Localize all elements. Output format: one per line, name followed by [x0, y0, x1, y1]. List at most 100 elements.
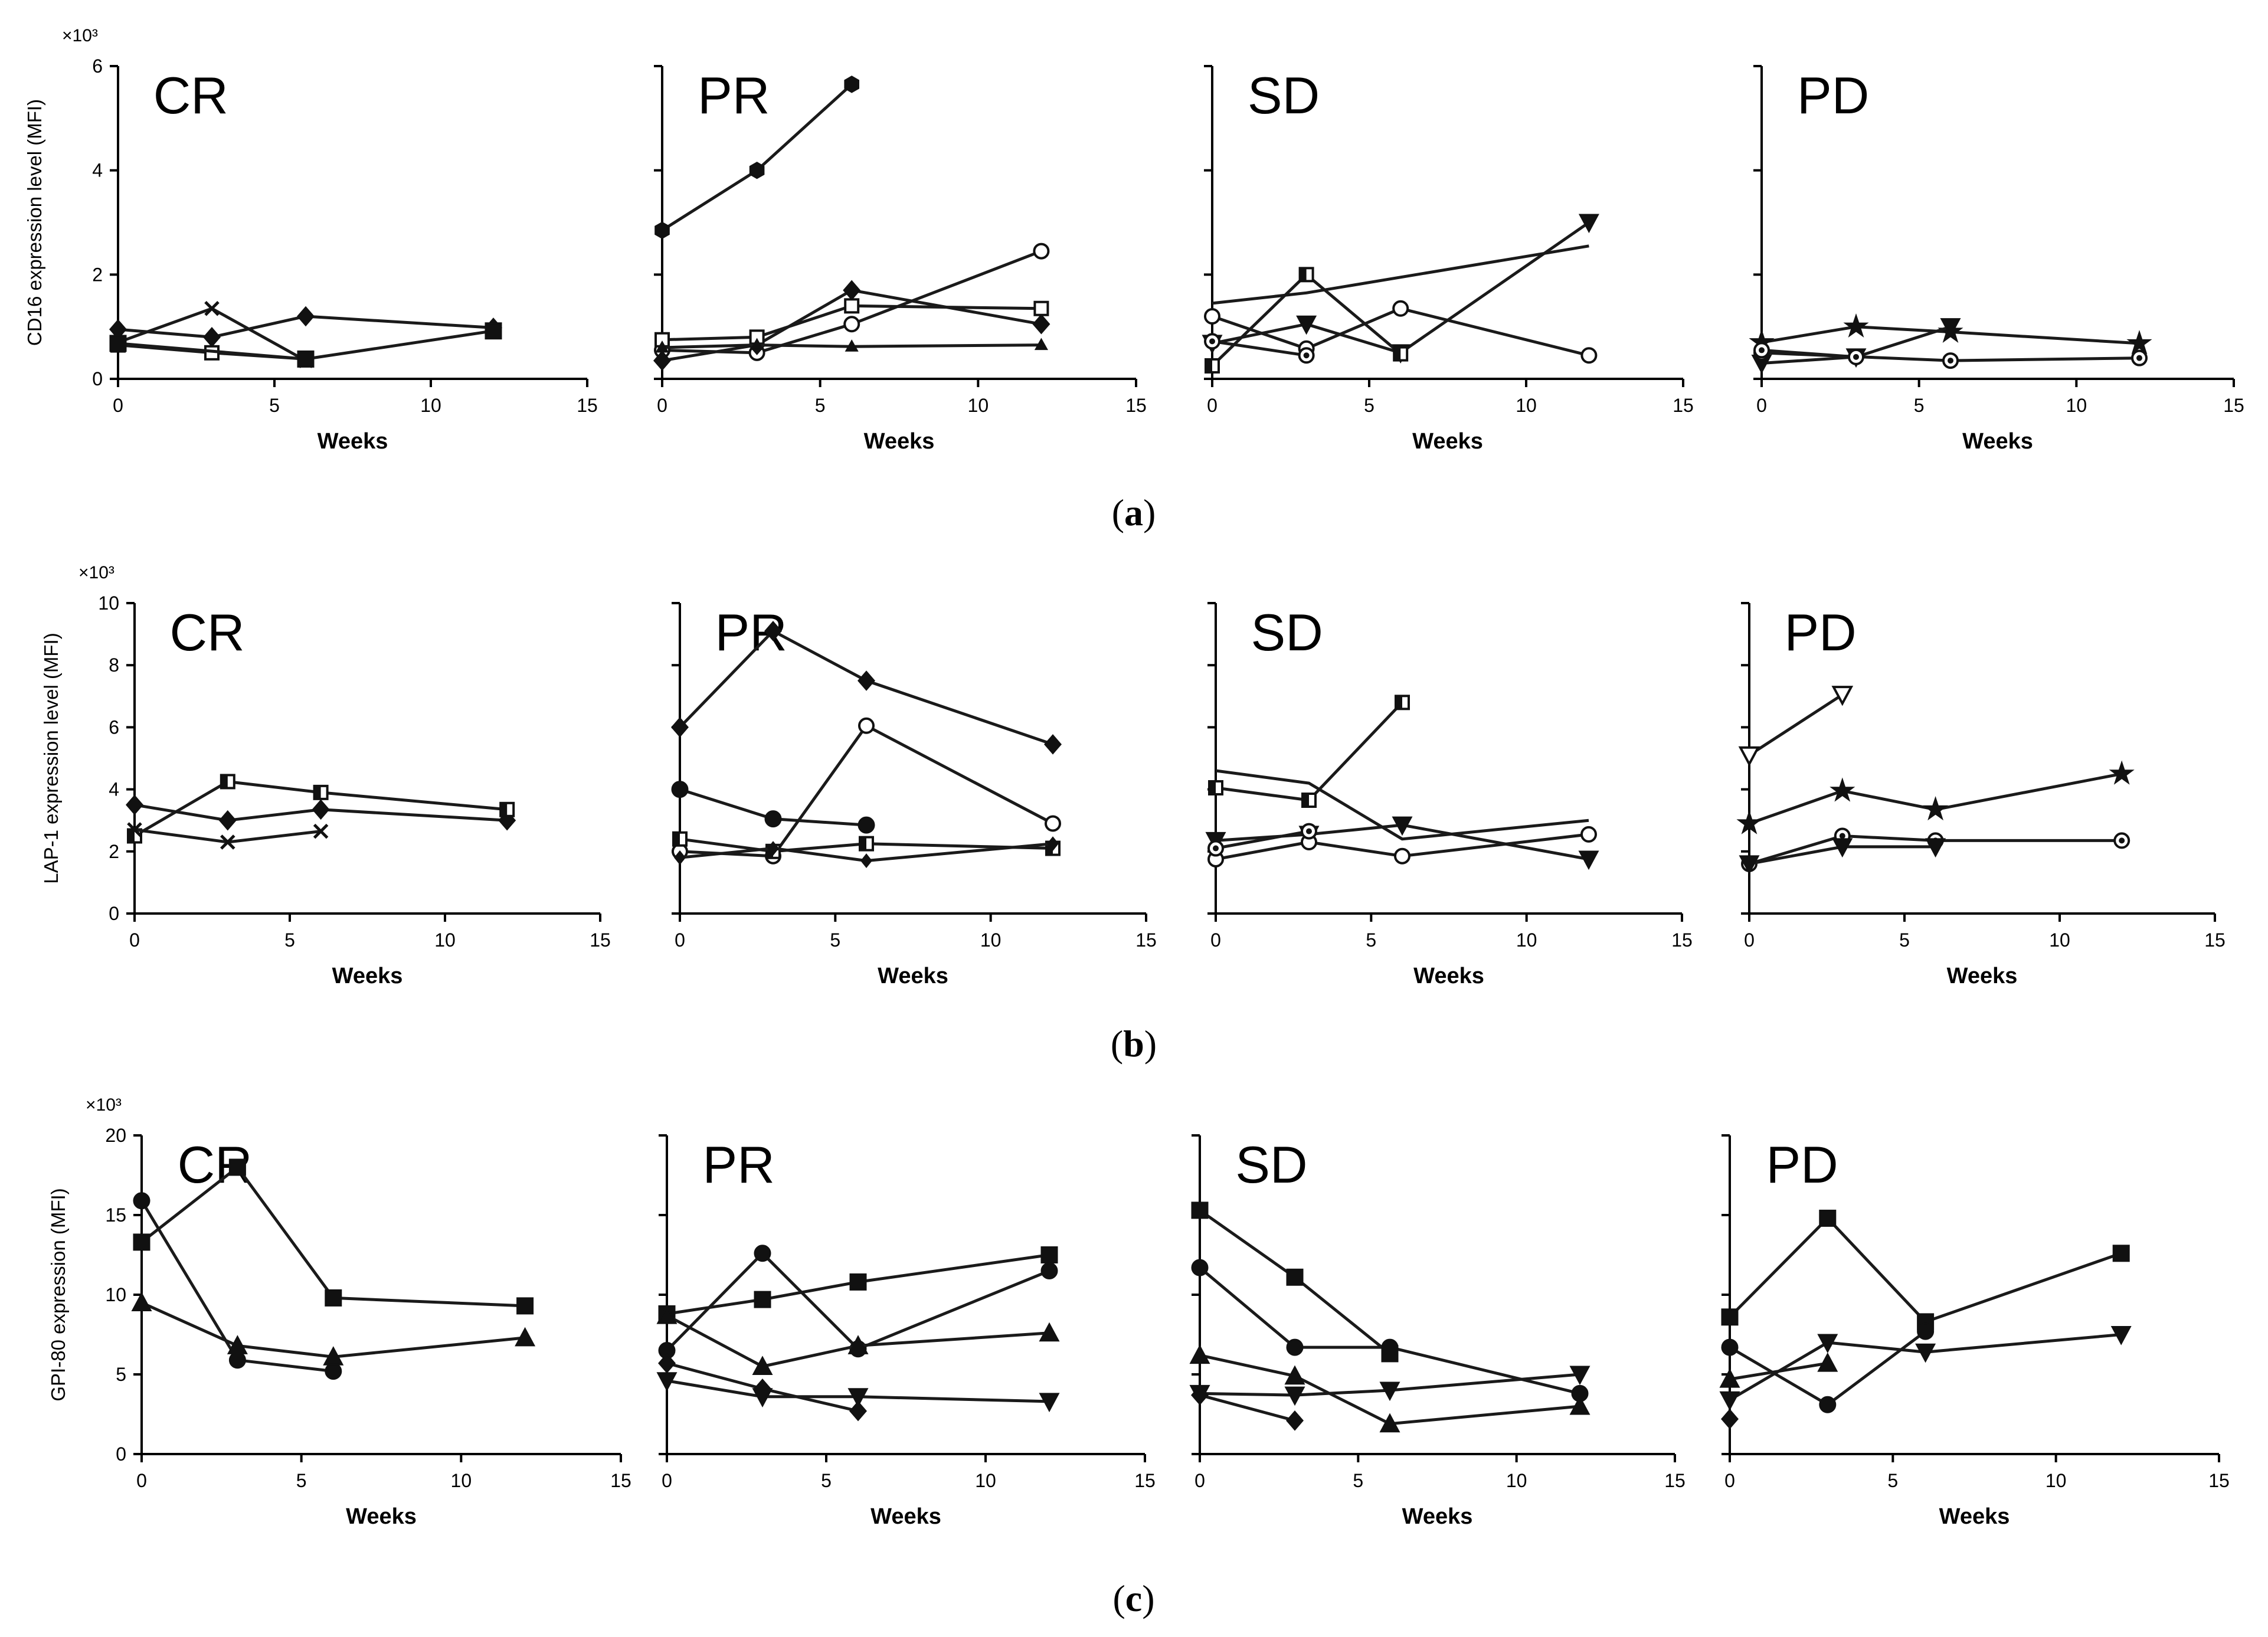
series-2 — [1736, 760, 2135, 834]
series-2 — [133, 1192, 342, 1380]
series-line — [1199, 1266, 1580, 1395]
data-point — [516, 1297, 534, 1315]
data-point — [1284, 1365, 1305, 1385]
group-title: SD — [1235, 1135, 1307, 1194]
series-3 — [656, 1304, 1060, 1375]
data-point — [1286, 1268, 1304, 1286]
data-point — [1040, 1246, 1058, 1263]
x-tick-label: 0 — [129, 929, 140, 951]
data-point — [297, 306, 315, 327]
data-point — [1817, 1334, 1838, 1354]
series-1 — [658, 1246, 1058, 1322]
x-tick-label: 10 — [2049, 929, 2070, 951]
x-tick-label: 5 — [1887, 1470, 1898, 1491]
data-point — [325, 1363, 342, 1380]
data-point — [1301, 823, 1317, 840]
data-point — [2113, 832, 2130, 849]
chart-b-pd: 0 5 10 15 Weeks PD — [1736, 602, 2226, 988]
x-axis-label: Weeks — [1413, 964, 1484, 988]
data-point — [656, 1304, 678, 1324]
x-axis-label: Weeks — [1947, 964, 2018, 988]
y-axis-label: GPI-80 expression (MFI) — [47, 1188, 69, 1401]
y-tick-label: 2 — [92, 264, 103, 285]
data-point — [1032, 313, 1050, 335]
x-tick-label: 15 — [610, 1470, 631, 1491]
x-tick-label: 10 — [2046, 1470, 2067, 1491]
y-tick-label: 0 — [116, 1443, 126, 1465]
data-point — [109, 335, 127, 352]
series-line — [133, 780, 508, 837]
y-multiplier: ×10³ — [86, 1095, 122, 1115]
data-point — [1033, 300, 1049, 316]
data-point — [672, 831, 688, 847]
x-tick-label: 5 — [269, 395, 280, 416]
x-tick-label: 0 — [657, 395, 667, 416]
x-tick-label: 5 — [815, 395, 826, 416]
series-4 — [1739, 838, 1946, 875]
data-point — [1379, 1413, 1400, 1433]
x-axis-label: Weeks — [318, 429, 388, 454]
data-point — [1392, 816, 1413, 836]
series-3 — [131, 1292, 536, 1366]
series-4 — [1207, 823, 1317, 857]
data-point — [313, 784, 329, 800]
x-axis-label: Weeks — [1962, 429, 2033, 454]
data-point — [858, 670, 875, 691]
data-point — [1721, 1338, 1739, 1356]
data-point — [674, 850, 686, 865]
data-point — [860, 853, 872, 868]
x-tick-label: 15 — [1134, 1470, 1156, 1491]
x-tick-label: 5 — [830, 929, 840, 951]
x-tick-label: 0 — [136, 1470, 147, 1491]
data-point — [1819, 1396, 1837, 1413]
data-point — [1298, 347, 1315, 364]
data-point — [1719, 1368, 1740, 1388]
series-line — [666, 1379, 1050, 1403]
group-title: PD — [1797, 66, 1869, 125]
data-point — [1940, 318, 1961, 338]
data-point — [1191, 1259, 1209, 1276]
series-line — [1212, 244, 1589, 305]
x-axis-label: Weeks — [1412, 429, 1483, 454]
series-line — [1215, 701, 1403, 802]
series-line — [1729, 1216, 2122, 1324]
data-point — [767, 841, 779, 856]
data-point — [1739, 855, 1760, 875]
panel-caption-a: (a) — [1112, 492, 1156, 533]
data-point — [1843, 313, 1869, 338]
data-point — [656, 1372, 678, 1392]
series-line — [1761, 325, 2140, 345]
group-title: SD — [1248, 66, 1320, 125]
data-point — [1204, 308, 1220, 325]
x-tick-label: 5 — [821, 1470, 832, 1491]
group-title: CR — [169, 603, 244, 662]
data-point — [1033, 243, 1050, 260]
series-4 — [654, 298, 1049, 348]
data-point — [849, 1273, 867, 1291]
data-point — [325, 1289, 342, 1307]
x-tick-label: 15 — [2208, 1470, 2230, 1491]
x-tick-label: 10 — [451, 1470, 472, 1491]
x-tick-label: 10 — [1506, 1470, 1527, 1491]
data-point — [1381, 1338, 1399, 1356]
data-point — [220, 774, 235, 790]
data-point — [204, 300, 220, 316]
data-point — [1942, 352, 1959, 369]
data-point — [1191, 1201, 1209, 1219]
y-tick-label: 5 — [116, 1364, 126, 1385]
data-point — [1208, 780, 1223, 795]
series-2 — [1191, 1259, 1589, 1402]
series-4 — [1204, 333, 1315, 364]
x-tick-label: 0 — [675, 929, 685, 951]
series-line — [1212, 221, 1590, 355]
panel-caption-b: (b) — [1111, 1023, 1157, 1065]
data-point — [1191, 1384, 1209, 1406]
x-axis-label: Weeks — [346, 1504, 417, 1529]
x-tick-label: 5 — [1353, 1470, 1363, 1491]
data-point — [1045, 815, 1061, 832]
series-line — [1215, 823, 1589, 861]
series-line — [662, 343, 1042, 349]
chart-a-sd: 0 5 10 15 Weeks SD — [1202, 65, 1694, 454]
chart-b-sd: 0 5 10 15 Weeks SD — [1205, 602, 1693, 988]
x-tick-label: 0 — [113, 395, 123, 416]
